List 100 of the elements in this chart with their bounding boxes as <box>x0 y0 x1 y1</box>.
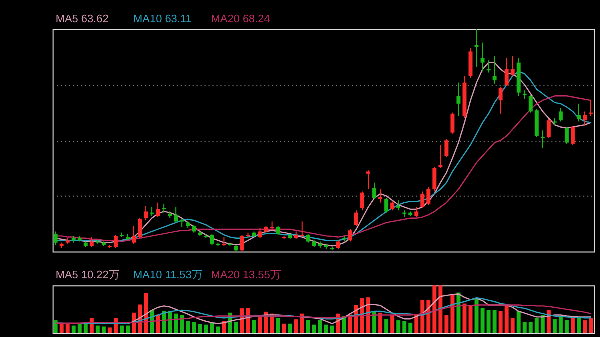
candlestick <box>450 112 455 134</box>
bar <box>282 324 286 334</box>
candlestick <box>210 233 214 246</box>
candlestick <box>420 191 425 209</box>
bar <box>300 314 304 334</box>
bar <box>516 311 521 334</box>
bar <box>583 320 587 334</box>
candlestick <box>426 186 431 206</box>
candlestick <box>54 231 58 246</box>
candlestick <box>583 111 587 127</box>
candlestick <box>348 229 352 242</box>
candlestick <box>414 206 419 218</box>
text: MA10 11.53万 <box>134 270 203 282</box>
candlestick <box>576 103 581 122</box>
bar <box>396 320 401 334</box>
candlestick <box>384 198 389 214</box>
candlestick <box>258 228 262 239</box>
candlestick <box>438 144 443 169</box>
candlestick <box>564 126 569 144</box>
bar <box>564 320 569 334</box>
candlestick <box>378 188 383 204</box>
bar <box>378 312 383 334</box>
candlestick <box>354 210 358 227</box>
bar <box>288 324 292 334</box>
bar <box>408 322 413 334</box>
bar <box>540 315 545 334</box>
bar <box>180 315 184 334</box>
bar <box>78 324 82 334</box>
bar <box>528 322 533 334</box>
bar <box>438 286 443 334</box>
text: MA5 10.22万 <box>56 270 120 282</box>
bar <box>66 324 70 334</box>
text: MA20 68.24 <box>211 13 270 26</box>
bar <box>252 320 256 334</box>
bar <box>72 326 76 334</box>
bar <box>402 321 407 334</box>
bar <box>210 323 214 334</box>
candlestick <box>366 170 371 190</box>
bar <box>192 322 196 334</box>
candlestick <box>90 236 94 248</box>
bar <box>546 310 551 334</box>
candlestick <box>558 108 563 122</box>
candlestick <box>132 226 136 244</box>
bar <box>456 292 461 334</box>
candlestick <box>372 182 377 200</box>
bar <box>174 314 178 334</box>
candlestick <box>156 202 160 218</box>
bar <box>390 315 395 334</box>
bar <box>589 318 594 334</box>
candlestick <box>492 56 497 84</box>
candlestick <box>174 206 178 224</box>
candlestick <box>474 28 479 68</box>
bar <box>522 322 527 334</box>
bar <box>324 324 328 334</box>
text: MA5 63.62 <box>56 13 109 26</box>
bar <box>198 324 202 334</box>
bar <box>534 318 539 334</box>
bar <box>120 326 124 334</box>
candlestick <box>546 118 551 139</box>
text: MA20 13.55万 <box>211 270 282 282</box>
candlestick <box>528 94 533 114</box>
candlestick <box>498 86 503 114</box>
bar <box>576 318 581 334</box>
bar <box>414 315 419 334</box>
bar <box>558 316 563 334</box>
bar <box>492 310 497 334</box>
candlestick <box>504 58 509 87</box>
bar <box>126 326 130 334</box>
candlestick <box>240 234 244 252</box>
bar <box>432 286 437 334</box>
bar <box>330 326 334 334</box>
candlestick <box>456 82 461 117</box>
bar <box>234 322 238 334</box>
bar <box>486 310 491 334</box>
bar <box>312 324 316 334</box>
bar <box>276 318 280 334</box>
candlestick <box>114 234 118 249</box>
bar <box>474 298 479 334</box>
bar <box>498 311 503 334</box>
bar <box>204 324 208 334</box>
candlestick <box>432 166 437 192</box>
bar <box>186 321 190 334</box>
bar <box>108 328 112 334</box>
candlestick <box>570 126 575 146</box>
bar <box>84 324 88 334</box>
text: MA10 63.11 <box>134 13 192 26</box>
bar <box>552 319 557 334</box>
candlestick <box>480 42 485 72</box>
candlestick <box>510 56 515 77</box>
candlestick <box>396 200 401 212</box>
bar <box>570 317 575 334</box>
bar <box>444 315 449 334</box>
bar <box>102 326 106 334</box>
candlestick <box>144 206 148 222</box>
bar <box>450 294 455 334</box>
bar <box>216 326 220 334</box>
bar <box>54 320 58 334</box>
bar <box>384 319 389 334</box>
candlestick <box>444 138 449 158</box>
bar <box>420 300 425 334</box>
